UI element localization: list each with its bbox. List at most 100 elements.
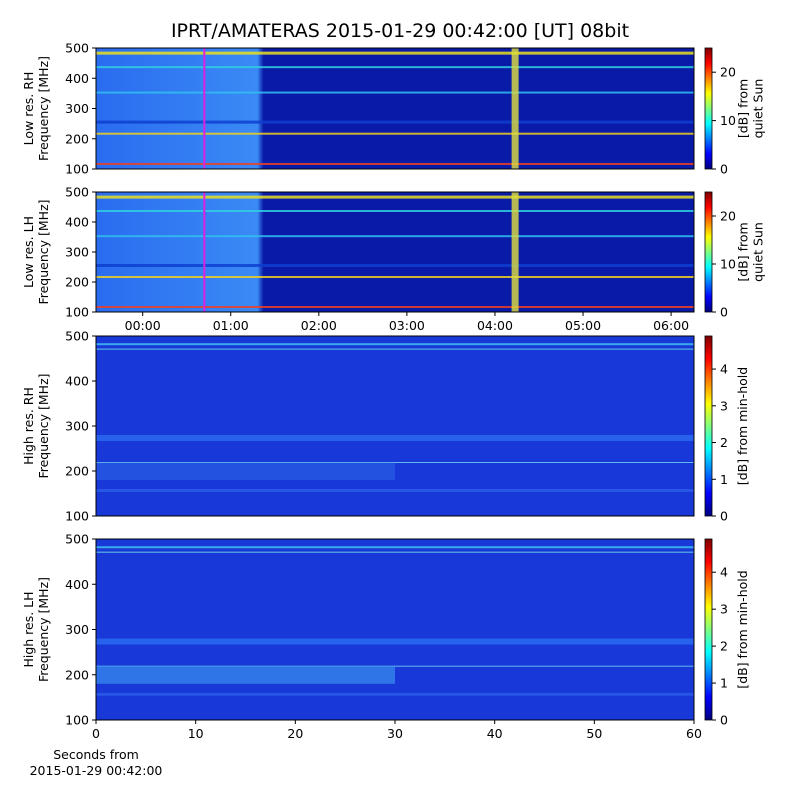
spectrogram-band bbox=[96, 435, 694, 441]
spectrogram-band bbox=[96, 195, 694, 199]
colorbar-tick-label: 3 bbox=[720, 398, 728, 413]
spectrogram-band bbox=[96, 306, 694, 308]
y-tick-label: 300 bbox=[65, 101, 89, 116]
spectrogram bbox=[96, 539, 694, 720]
y-tick-label: 300 bbox=[65, 622, 89, 637]
x-tick-label: 05:00 bbox=[565, 318, 601, 333]
y-axis-label: Frequency [MHz] bbox=[36, 56, 51, 161]
x-tick-label: 01:00 bbox=[213, 318, 249, 333]
y-tick-label: 100 bbox=[65, 509, 89, 524]
spectrogram bbox=[96, 48, 694, 169]
x-tick-label: 0 bbox=[92, 726, 100, 741]
colorbar-tick-label: 3 bbox=[720, 602, 728, 617]
y-tick-label: 300 bbox=[65, 245, 89, 260]
colorbar-label: [dB] from bbox=[736, 79, 751, 138]
y-tick-label: 500 bbox=[65, 532, 89, 547]
x-tick-label: 03:00 bbox=[389, 318, 425, 333]
x-axis-label: Seconds from bbox=[53, 747, 139, 762]
colorbar-tick-label: 20 bbox=[720, 209, 736, 224]
x-tick-label: 40 bbox=[487, 726, 503, 741]
y-tick-label: 200 bbox=[65, 667, 89, 682]
x-axis-label: 2015-01-29 00:42:00 bbox=[30, 763, 163, 778]
spectrogram-band bbox=[96, 462, 694, 463]
y-axis-label: High res. RH bbox=[21, 387, 36, 465]
y-tick-label: 400 bbox=[65, 71, 89, 86]
spectrogram-band bbox=[96, 692, 694, 696]
y-axis-label: Frequency [MHz] bbox=[36, 577, 51, 682]
colorbar bbox=[704, 335, 713, 517]
spectrogram-burst bbox=[511, 192, 519, 312]
spectrogram-band bbox=[96, 276, 694, 278]
x-tick-label: 50 bbox=[586, 726, 602, 741]
colorbar-tick-label: 1 bbox=[720, 676, 728, 691]
x-tick-label: 30 bbox=[387, 726, 403, 741]
colorbar-label: [dB] from bbox=[736, 222, 751, 281]
spectrogram-band bbox=[96, 489, 694, 492]
colorbar-label: [dB] from min-hold bbox=[735, 367, 750, 485]
colorbar-label: quiet Sun bbox=[751, 222, 766, 282]
colorbar-label: quiet Sun bbox=[751, 79, 766, 139]
colorbar-tick-label: 10 bbox=[720, 257, 736, 272]
spectrogram-band bbox=[96, 91, 694, 94]
spectrogram-band bbox=[96, 210, 694, 212]
spectrogram-band bbox=[96, 551, 694, 553]
x-tick-label: 04:00 bbox=[477, 318, 513, 333]
spectrogram-band bbox=[96, 66, 694, 69]
colorbar-tick-label: 0 bbox=[720, 713, 728, 728]
y-tick-label: 100 bbox=[65, 162, 89, 177]
x-tick-label: 60 bbox=[686, 726, 702, 741]
x-tick-label: 20 bbox=[287, 726, 303, 741]
spectrogram-band bbox=[96, 546, 694, 549]
x-tick-label: 10 bbox=[188, 726, 204, 741]
colorbar-tick-label: 4 bbox=[720, 565, 728, 580]
y-tick-label: 100 bbox=[65, 713, 89, 728]
colorbar-tick-label: 2 bbox=[720, 639, 728, 654]
colorbar-label: [dB] from min-hold bbox=[735, 570, 750, 688]
y-axis-label: Low res. RH bbox=[21, 72, 36, 146]
y-tick-label: 200 bbox=[65, 131, 89, 146]
spectrogram-band bbox=[96, 665, 395, 684]
x-tick-label: 02:00 bbox=[301, 318, 337, 333]
y-tick-label: 400 bbox=[65, 577, 89, 592]
x-tick-label: 00:00 bbox=[125, 318, 161, 333]
spectrogram bbox=[96, 336, 694, 516]
y-tick-label: 100 bbox=[65, 305, 89, 320]
spectrogram-band bbox=[96, 343, 694, 346]
spectrogram-band bbox=[96, 348, 694, 350]
colorbar-tick-label: 1 bbox=[720, 472, 728, 487]
spectrogram-band bbox=[96, 638, 694, 645]
spectrogram-band bbox=[96, 51, 694, 55]
colorbar bbox=[704, 47, 713, 170]
y-tick-label: 300 bbox=[65, 419, 89, 434]
colorbar-tick-label: 0 bbox=[720, 509, 728, 524]
x-tick-label: 06:00 bbox=[653, 318, 689, 333]
spectrogram-band bbox=[96, 264, 694, 267]
y-tick-label: 500 bbox=[65, 329, 89, 344]
colorbar-tick-label: 20 bbox=[720, 65, 736, 80]
spectrogram-band bbox=[96, 162, 694, 165]
colorbar-tick-label: 2 bbox=[720, 435, 728, 450]
chart-title: IPRT/AMATERAS 2015-01-29 00:42:00 [UT] 0… bbox=[171, 20, 629, 42]
y-tick-label: 500 bbox=[65, 41, 89, 56]
spectrogram-burst bbox=[511, 48, 519, 169]
y-tick-label: 500 bbox=[65, 185, 89, 200]
colorbar-tick-label: 4 bbox=[720, 362, 728, 377]
colorbar-tick-label: 0 bbox=[720, 162, 728, 177]
spectrogram-band bbox=[96, 462, 395, 480]
spectrogram-band bbox=[96, 120, 694, 124]
colorbar-tick-label: 0 bbox=[720, 305, 728, 320]
y-tick-label: 200 bbox=[65, 464, 89, 479]
y-axis-label: Frequency [MHz] bbox=[36, 199, 51, 304]
y-tick-label: 200 bbox=[65, 275, 89, 290]
y-axis-label: Frequency [MHz] bbox=[36, 373, 51, 478]
y-tick-label: 400 bbox=[65, 374, 89, 389]
y-axis-label: Low res. LH bbox=[21, 216, 36, 288]
y-tick-label: 400 bbox=[65, 215, 89, 230]
colorbar bbox=[704, 191, 713, 313]
spectrogram-band bbox=[96, 132, 694, 135]
colorbar bbox=[704, 538, 713, 721]
y-axis-label: High res. LH bbox=[21, 591, 36, 667]
colorbar-tick-label: 10 bbox=[720, 113, 736, 128]
spectrogram-band bbox=[96, 235, 694, 238]
